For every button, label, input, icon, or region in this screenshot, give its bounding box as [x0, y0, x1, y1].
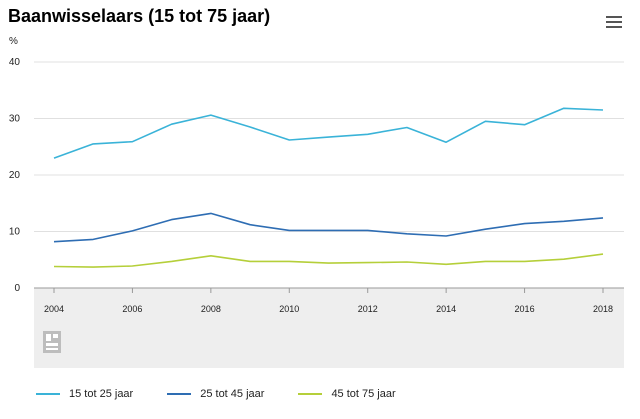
legend-item[interactable]: 25 tot 45 jaar: [167, 388, 264, 400]
legend-swatch: [167, 393, 192, 395]
menu-bar: [606, 26, 622, 28]
legend-swatch: [298, 393, 323, 395]
menu-bar: [606, 16, 622, 18]
y-axis-labels: 0 10 20 30 40: [9, 57, 21, 294]
x-tick-label: 2010: [279, 304, 299, 314]
x-tick-label: 2018: [593, 304, 613, 314]
x-tick-label: 2012: [358, 304, 378, 314]
y-tick-label: 30: [9, 114, 21, 125]
chart-title: Baanwisselaars (15 tot 75 jaar): [8, 6, 271, 26]
y-axis-unit: %: [9, 36, 18, 47]
legend-item[interactable]: 15 tot 25 jaar: [36, 388, 133, 400]
y-tick-label: 10: [9, 227, 21, 238]
legend-label: 45 tot 75 jaar: [331, 388, 396, 400]
legend: 15 tot 25 jaar 25 tot 45 jaar 45 tot 75 ja…: [36, 386, 430, 402]
y-tick-label: 40: [9, 57, 21, 68]
legend-label: 15 tot 25 jaar: [69, 388, 134, 400]
y-tick-label: 20: [9, 170, 21, 181]
x-axis-ticks: [53, 288, 604, 293]
hamburger-menu-icon[interactable]: [606, 16, 622, 30]
x-axis-band: [34, 288, 624, 368]
x-tick-label: 2008: [201, 304, 221, 314]
legend-swatch: [36, 393, 60, 395]
cbs-logo-icon: [43, 331, 61, 353]
menu-bar: [606, 21, 622, 23]
x-tick-label: 2006: [122, 304, 142, 314]
x-axis-labels: 2004 2006 2008 2010 2012 2014 2016 2018: [44, 304, 613, 314]
grid: [34, 61, 624, 289]
x-tick-label: 2016: [515, 304, 535, 314]
legend-item[interactable]: 45 tot 75 jaar: [298, 388, 396, 400]
x-tick-label: 2004: [44, 304, 64, 314]
legend-label: 25 tot 45 jaar: [200, 388, 265, 400]
series-line-15-tot-25-jaar[interactable]: [53, 107, 604, 159]
series-lines: [53, 107, 604, 268]
series-line-45-tot-75-jaar[interactable]: [53, 253, 604, 268]
x-tick-label: 2014: [436, 304, 456, 314]
series-line-25-tot-45-jaar[interactable]: [53, 212, 604, 243]
y-tick-label: 0: [14, 283, 20, 294]
